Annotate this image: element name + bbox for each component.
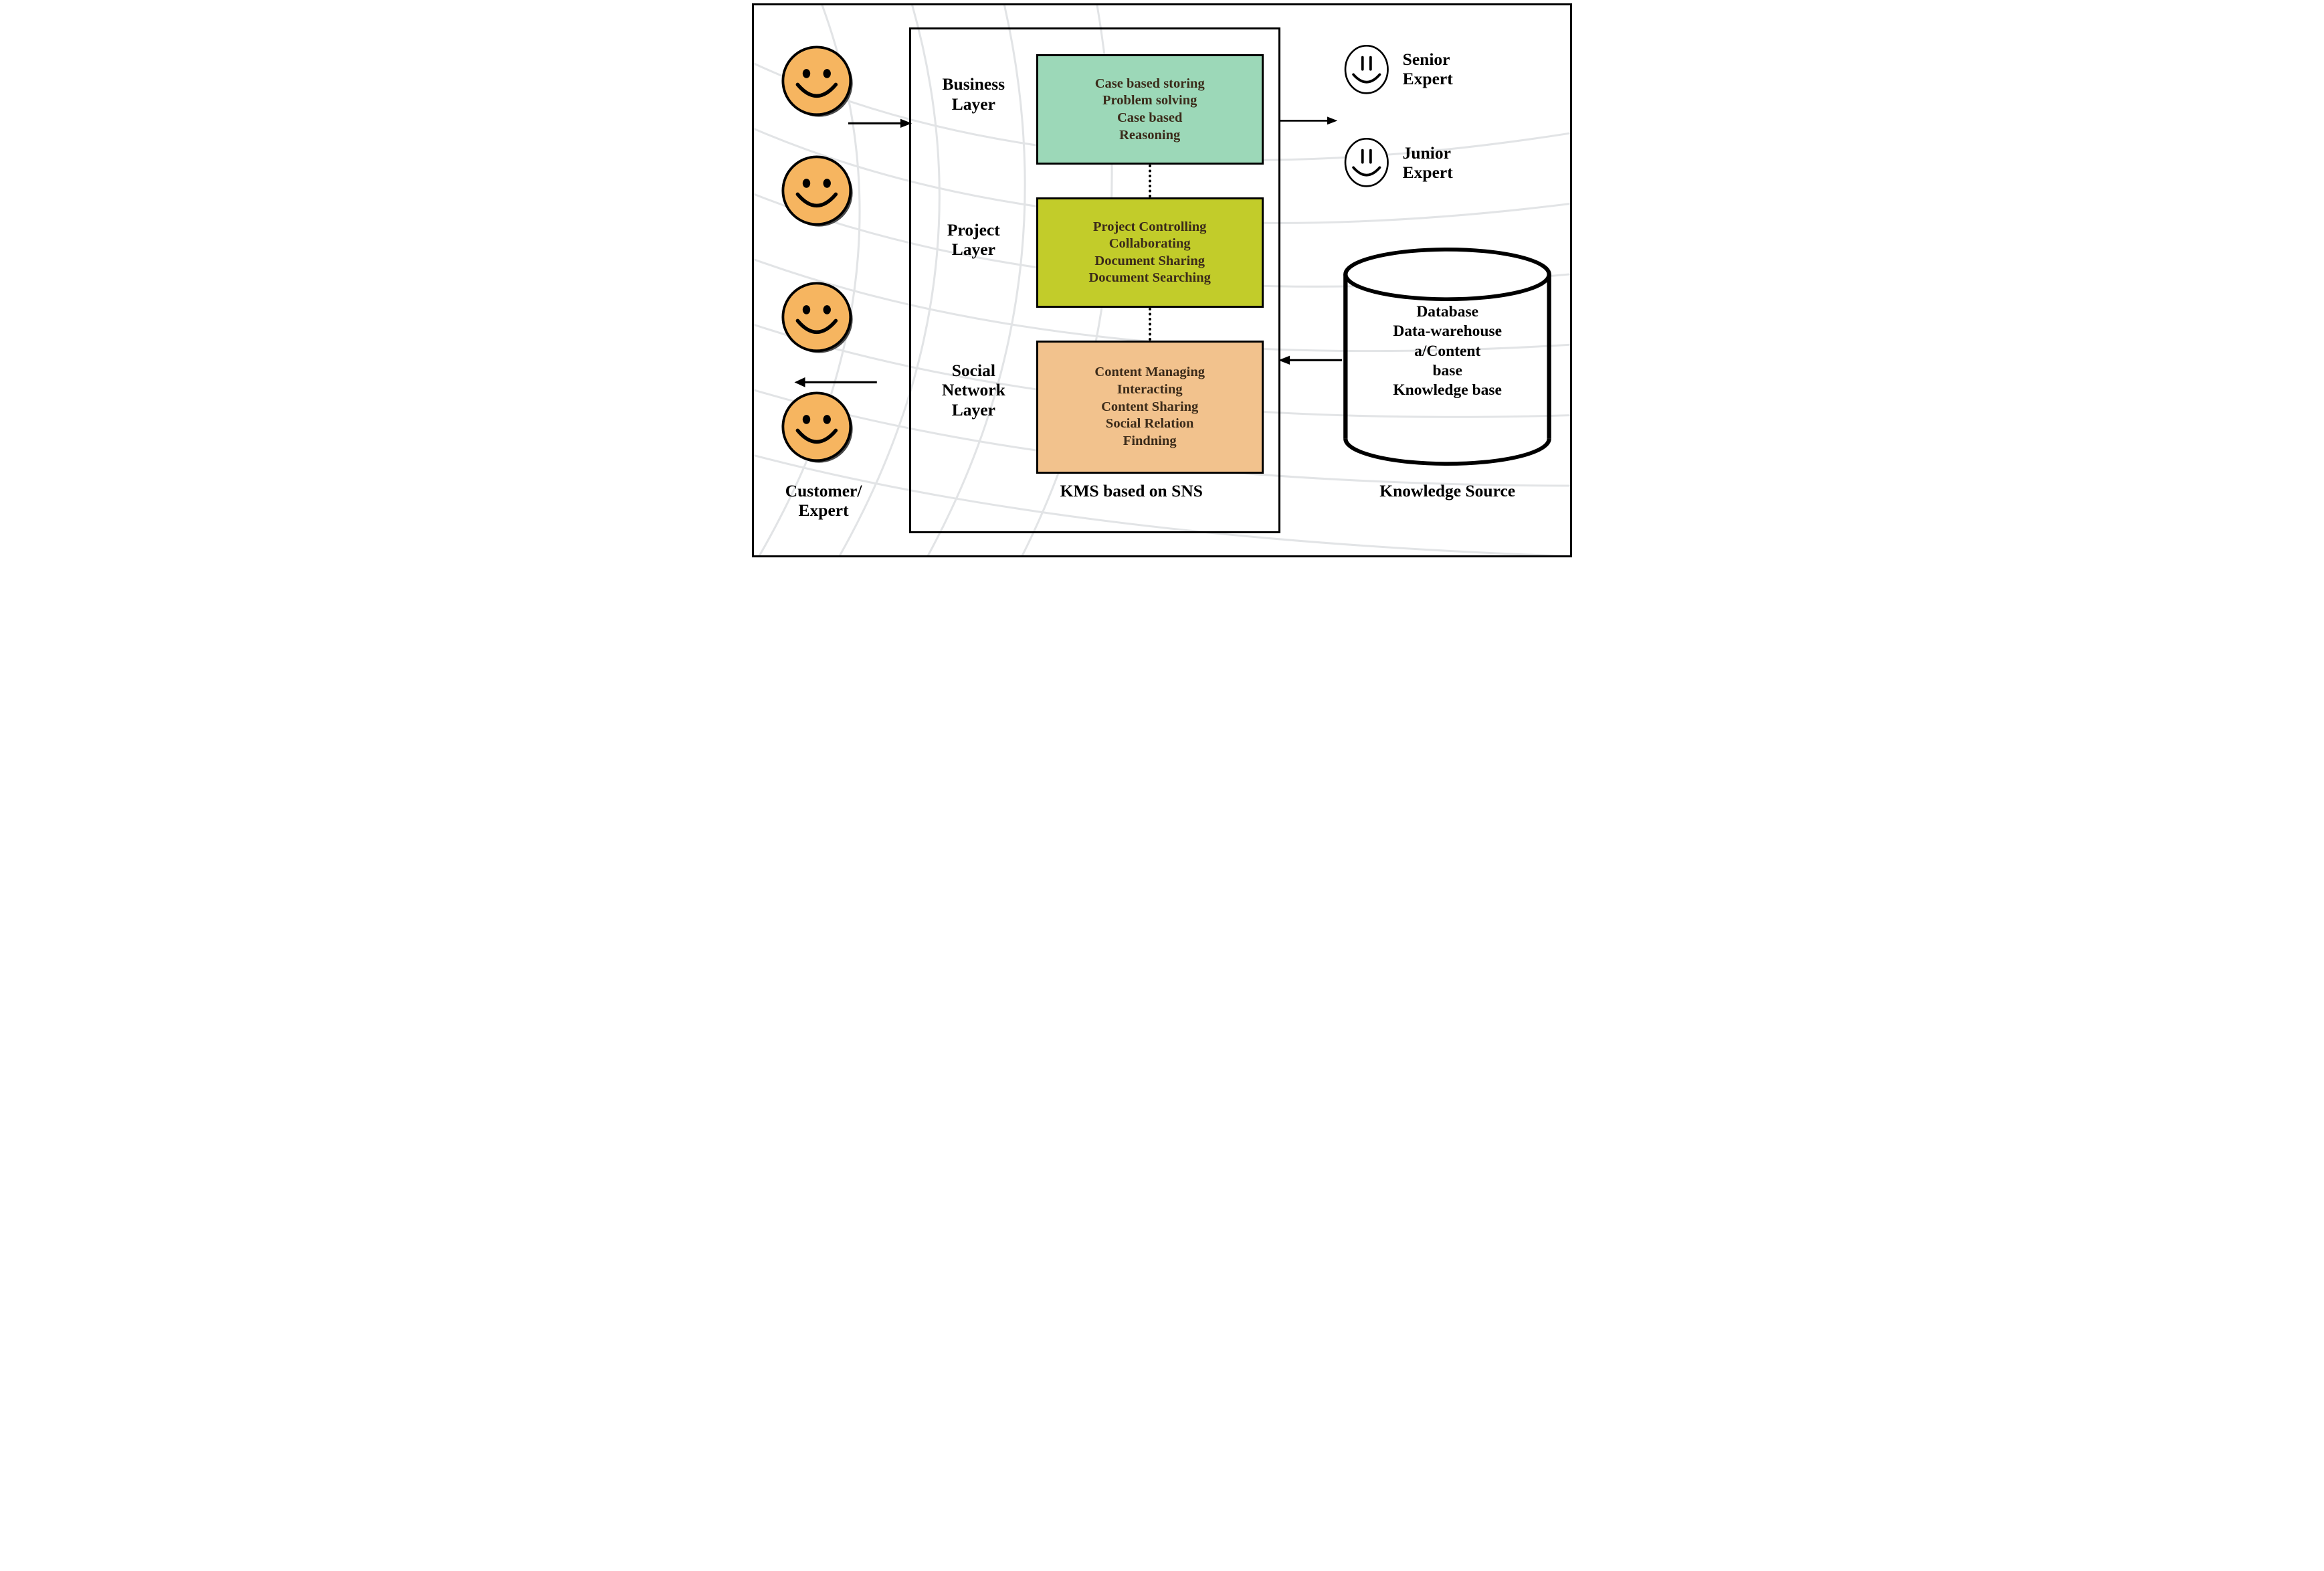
cylinder-line: Database [1345, 302, 1549, 322]
layer-item: Content Managing [1094, 364, 1205, 381]
smiley-icon [780, 280, 854, 354]
layer-item: Content Sharing [1101, 399, 1198, 416]
dotted-connector [1149, 165, 1151, 197]
senior-expert-label: Senior Expert [1403, 50, 1533, 89]
arrow-left-icon [1278, 352, 1342, 369]
layer-item: Case based storing [1095, 76, 1205, 93]
smiley-icon [780, 390, 854, 464]
smiley-icon [780, 44, 854, 118]
expert-face-icon [1341, 44, 1392, 95]
layer-box-project: Project Controlling Collaborating Docume… [1036, 197, 1264, 308]
layer-item: Document Searching [1088, 270, 1210, 287]
layer-item: Project Controlling [1093, 219, 1206, 236]
outer-border: Customer/ Expert Business Layer Project … [752, 3, 1571, 557]
layer-item: Problem solving [1102, 92, 1197, 110]
cylinder-line: a/Content [1345, 342, 1549, 361]
layer-box-business: Case based storing Problem solving Case … [1036, 54, 1264, 165]
smiley-icon [780, 154, 854, 227]
customer-expert-label: Customer/ Expert [759, 481, 889, 521]
layer-item: Case based [1117, 110, 1182, 127]
dotted-connector [1149, 308, 1151, 341]
layer-item: Reasoning [1119, 127, 1180, 145]
layer-box-social: Content Managing Interacting Content Sha… [1036, 341, 1264, 474]
layer-item: Collaborating [1109, 236, 1191, 253]
layer-title-business: Business Layer [918, 74, 1029, 114]
kms-caption: KMS based on SNS [1022, 481, 1242, 500]
arrow-left-icon [761, 374, 910, 391]
layer-title-project: Project Layer [918, 220, 1029, 260]
cylinder-line: Data-warehouse [1345, 322, 1549, 341]
expert-face-icon [1341, 137, 1392, 188]
knowledge-source-caption: Knowledge Source [1333, 481, 1561, 500]
cylinder-line: Knowledge base [1345, 381, 1549, 400]
diagram-canvas: Customer/ Expert Business Layer Project … [747, 0, 1577, 561]
layer-item: Interacting [1117, 381, 1183, 399]
arrow-right-icon [848, 115, 912, 132]
layer-item: Findning [1123, 433, 1177, 450]
cylinder-text: Database Data-warehouse a/Content base K… [1345, 302, 1549, 401]
layer-title-social: Social Network Layer [918, 361, 1029, 420]
junior-expert-label: Junior Expert [1403, 143, 1533, 183]
layer-item: Document Sharing [1094, 253, 1205, 270]
arrow-right-icon [1280, 112, 1337, 129]
layer-item: Social Relation [1106, 415, 1194, 433]
cylinder-line: base [1345, 361, 1549, 381]
kms-frame: Business Layer Project Layer Social Netw… [909, 27, 1280, 533]
